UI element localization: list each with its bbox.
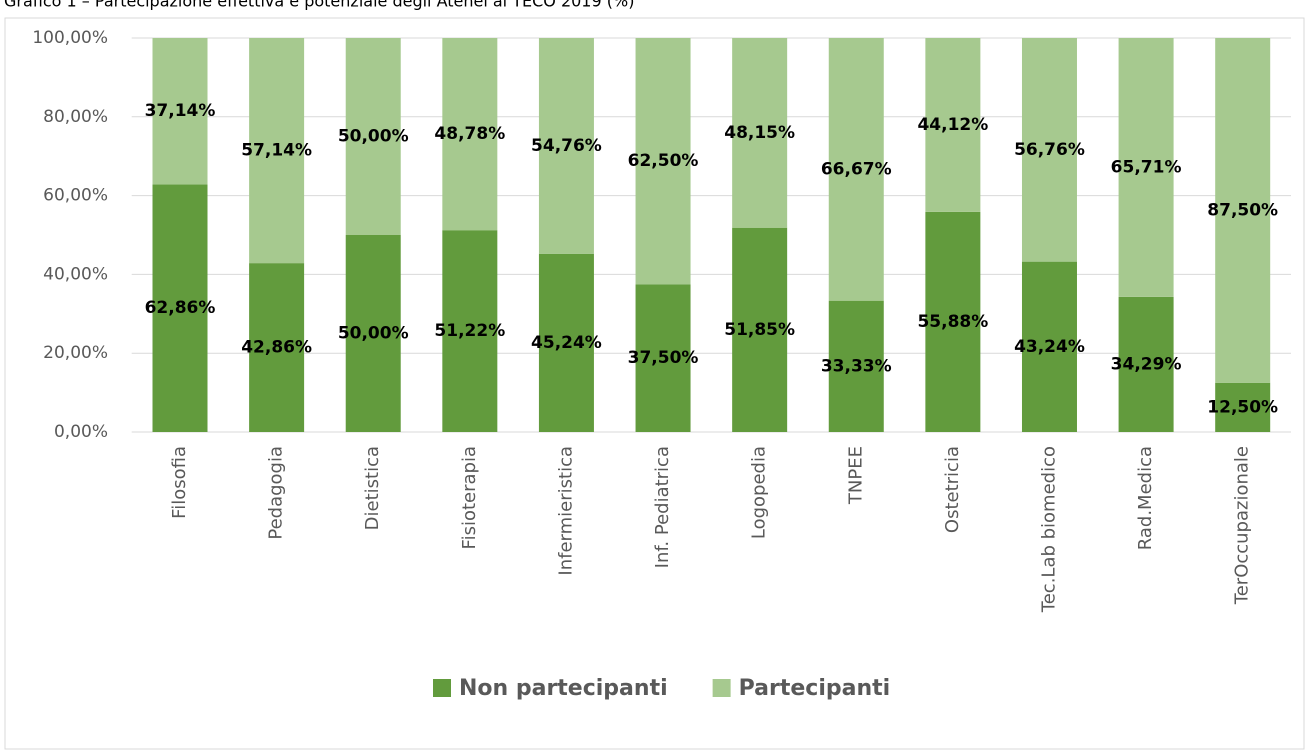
chart-title: Grafico 1 – Partecipazione effettiva e p… [4,0,634,11]
data-label: 37,50% [628,348,699,368]
data-label: 37,14% [145,101,216,121]
bar-segment [442,230,498,432]
bar-segment [249,263,305,432]
bar-segment [442,38,498,231]
data-label: 33,33% [821,356,892,376]
bar-segment [538,38,594,254]
data-label: 51,22% [434,321,505,341]
bar-segment [828,38,884,301]
data-label: 62,86% [145,298,216,318]
bar-segment [635,38,691,285]
data-label: 42,86% [241,338,312,358]
y-tick-label: 40,00% [43,264,108,284]
x-tick-label: Pedagogia [266,446,287,540]
bar-segment [152,38,208,185]
x-tick-label: Dietistica [362,446,383,530]
data-label: 48,78% [434,124,505,144]
bar-segment [538,253,594,432]
bar-segment [249,38,305,264]
bar-segment [732,227,788,432]
bar-segment [152,184,208,432]
bar-segment [1118,296,1174,432]
legend-swatch [433,679,451,697]
bar-segment [1021,261,1077,432]
data-label: 50,00% [338,127,409,147]
data-label: 34,29% [1111,354,1182,374]
x-tick-label: Tec.Lab biomedico [1038,446,1059,613]
bar-segment [925,211,981,432]
data-label: 62,50% [628,151,699,171]
bar-segment [345,235,401,432]
legend-label: Partecipanti [739,676,891,701]
x-tick-label: Fisioterapia [459,446,480,549]
data-label: 55,88% [917,312,988,332]
x-tick-label: Logopedia [749,446,770,539]
x-tick-label: Ostetricia [942,446,963,533]
x-tick-label: Rad.Medica [1135,446,1156,550]
bar-segment [828,300,884,432]
data-label: 43,24% [1014,337,1085,357]
bar-segment [635,284,691,432]
data-label: 54,76% [531,136,602,156]
y-tick-label: 80,00% [43,107,108,127]
bar-segment [345,38,401,235]
x-tick-label: Inf. Pediatrica [652,446,673,568]
y-tick-label: 20,00% [43,343,108,363]
bar-segment [732,38,788,228]
x-tick-label: Filosofia [169,446,190,519]
legend-label: Non partecipanti [459,676,668,701]
data-label: 50,00% [338,324,409,344]
data-label: 56,76% [1014,140,1085,160]
x-tick-label: Infermieristica [555,446,576,576]
y-tick-label: 0,00% [54,422,108,442]
data-label: 87,50% [1207,200,1278,220]
bar-segment [1021,38,1077,262]
data-label: 51,85% [724,320,795,340]
data-label: 48,15% [724,123,795,143]
x-tick-label: TNPEE [845,446,866,505]
x-tick-label: TerOccupazionale [1232,446,1253,605]
bar-segment [1215,382,1271,432]
data-label: 44,12% [917,115,988,135]
legend-swatch [712,679,731,697]
y-tick-label: 100,00% [32,28,108,48]
data-label: 45,24% [531,333,602,353]
data-label: 12,50% [1207,397,1278,417]
bar-segment [1118,38,1174,297]
data-label: 65,71% [1111,157,1182,177]
bar-segment [925,38,981,212]
chart-frame [4,17,1305,750]
bar-segment [1215,38,1271,383]
data-label: 66,67% [821,159,892,179]
y-tick-label: 60,00% [43,186,108,206]
data-label: 57,14% [241,141,312,161]
